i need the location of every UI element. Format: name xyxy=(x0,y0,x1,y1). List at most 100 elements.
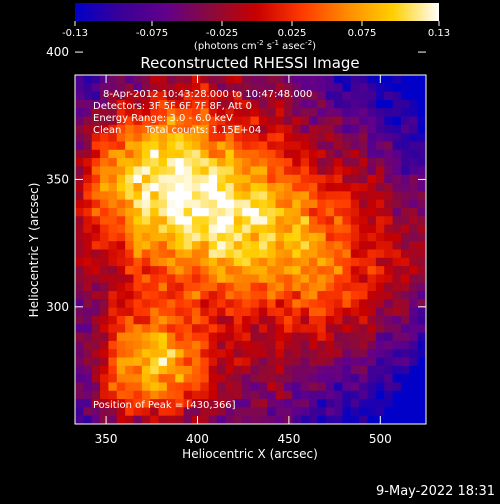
heatmap-cell xyxy=(417,274,426,284)
heatmap-cell xyxy=(192,216,201,226)
heatmap-cell xyxy=(342,407,352,417)
heatmap-cell xyxy=(367,75,377,84)
heatmap-cell xyxy=(400,241,410,251)
heatmap-cell xyxy=(409,324,419,334)
heatmap-cell xyxy=(359,216,369,226)
heatmap-cell xyxy=(192,91,201,101)
heatmap-cell xyxy=(192,108,201,118)
heatmap-cell xyxy=(208,307,218,317)
heatmap-cell xyxy=(192,249,201,259)
heatmap-cell xyxy=(116,141,126,151)
heatmap-cell xyxy=(141,315,151,325)
heatmap-cell xyxy=(150,91,160,101)
heatmap-cell xyxy=(158,199,168,209)
heatmap-cell xyxy=(242,158,252,168)
heatmap-cell xyxy=(100,315,110,325)
heatmap-cell xyxy=(225,340,235,350)
heatmap-cell xyxy=(83,232,93,242)
heatmap-cell xyxy=(141,124,151,134)
heatmap-cell xyxy=(91,407,101,417)
heatmap-cell xyxy=(242,415,252,424)
heatmap-cell xyxy=(150,266,160,276)
heatmap-cell xyxy=(359,149,369,159)
heatmap-cell xyxy=(100,99,110,109)
heatmap-cell xyxy=(275,166,285,176)
heatmap-cell xyxy=(141,91,151,101)
heatmap-cell xyxy=(166,116,176,126)
heatmap-cell xyxy=(367,365,377,375)
heatmap-cell xyxy=(325,75,335,84)
heatmap-cell xyxy=(133,116,143,126)
heatmap-cell xyxy=(392,174,402,184)
heatmap-cell xyxy=(375,166,385,176)
heatmap-cell xyxy=(292,207,302,217)
heatmap-cell xyxy=(83,216,93,226)
heatmap-cell xyxy=(300,199,310,209)
heatmap-cell xyxy=(133,382,143,392)
heatmap-cell xyxy=(283,133,293,143)
heatmap-cell xyxy=(317,282,327,292)
heatmap-cell xyxy=(108,207,118,217)
heatmap-cell xyxy=(392,91,402,101)
heatmap-cell xyxy=(342,174,352,184)
heatmap-cell xyxy=(183,291,193,300)
heatmap-cell xyxy=(250,116,260,126)
heatmap-cell xyxy=(141,257,151,267)
heatmap-cell xyxy=(367,299,377,309)
heatmap-cell xyxy=(250,282,260,292)
heatmap-cell xyxy=(133,357,143,367)
heatmap-cell xyxy=(100,390,110,400)
heatmap-cell xyxy=(166,174,176,184)
heatmap-cell xyxy=(141,75,151,84)
heatmap-cell xyxy=(392,166,402,176)
heatmap-cell xyxy=(192,158,201,168)
heatmap-cell xyxy=(133,374,143,384)
heatmap-cell xyxy=(100,166,110,176)
heatmap-cell xyxy=(392,324,402,334)
heatmap-cell xyxy=(400,349,410,359)
heatmap-cell xyxy=(75,75,84,84)
heatmap-cell xyxy=(367,340,377,350)
heatmap-cell xyxy=(409,108,419,118)
heatmap-cell xyxy=(267,257,277,267)
heatmap-cell xyxy=(166,183,176,192)
heatmap-cell xyxy=(91,399,101,408)
heatmap-cell xyxy=(342,133,352,143)
heatmap-cell xyxy=(317,224,327,234)
heatmap-cell xyxy=(158,349,168,359)
heatmap-cell xyxy=(75,232,84,242)
heatmap-cell xyxy=(325,191,335,201)
heatmap-cell xyxy=(225,158,235,168)
heatmap-cell xyxy=(133,299,143,309)
heatmap-cell xyxy=(158,282,168,292)
heatmap-cell xyxy=(342,166,352,176)
heatmap-cell xyxy=(200,340,210,350)
heatmap-cell xyxy=(116,382,126,392)
heatmap-cell xyxy=(141,133,151,143)
heatmap-cell xyxy=(150,166,160,176)
heatmap-cell xyxy=(417,349,426,359)
heatmap-cell xyxy=(192,141,201,151)
heatmap-cell xyxy=(359,257,369,267)
heatmap-cell xyxy=(116,99,126,109)
heatmap-cell xyxy=(400,407,410,417)
heatmap-cell xyxy=(359,415,369,424)
heatmap-cell xyxy=(242,116,252,126)
heatmap-cell xyxy=(166,274,176,284)
heatmap-cell xyxy=(208,332,218,342)
heatmap-cell xyxy=(367,374,377,384)
heatmap-cell xyxy=(392,340,402,350)
heatmap-cell xyxy=(233,149,243,159)
heatmap-cell xyxy=(200,166,210,176)
heatmap-cell xyxy=(375,133,385,143)
heatmap-cell xyxy=(317,216,327,226)
heatmap-cell xyxy=(133,291,143,300)
heatmap-cell xyxy=(242,365,252,375)
heatmap-cell xyxy=(317,158,327,168)
heatmap-cell xyxy=(300,224,310,234)
heatmap-cell xyxy=(116,349,126,359)
heatmap-cell xyxy=(317,174,327,184)
heatmap-cell xyxy=(75,282,84,292)
heatmap-cell xyxy=(417,407,426,417)
heatmap-cell xyxy=(417,266,426,276)
